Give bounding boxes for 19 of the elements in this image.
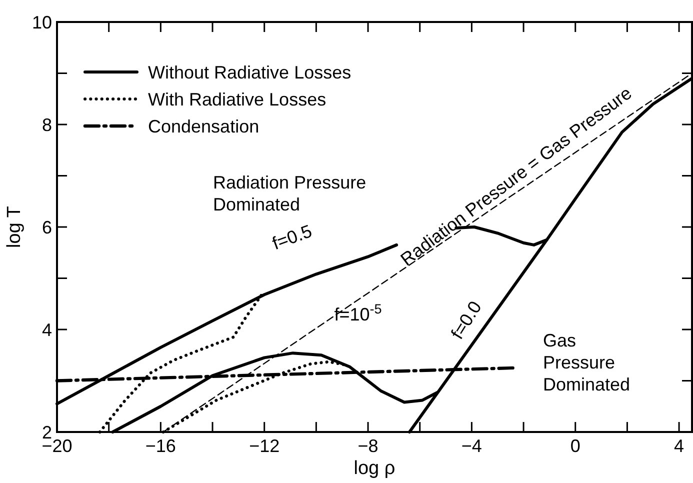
legend-label: Condensation <box>148 116 260 136</box>
annotation: Gas Pressure Dominated <box>543 330 630 394</box>
y-axis-title: log T <box>4 206 25 248</box>
y-tick-label: 2 <box>42 422 52 442</box>
annotation: f=10$^{-5}$ <box>334 300 382 324</box>
x-tick-label: 4 <box>674 436 684 456</box>
legend-label: With Radiative Losses <box>148 89 326 110</box>
x-tick-label: 0 <box>570 436 580 456</box>
y-tick-label: 4 <box>42 320 52 340</box>
y-tick-label: 8 <box>42 114 52 135</box>
x-tick-label: −16 <box>145 436 176 456</box>
legend-label: Without Radiative Losses <box>148 62 352 82</box>
x-tick-label: −12 <box>249 436 280 456</box>
annotation: f=0.5 <box>270 220 315 254</box>
x-tick-label: −4 <box>461 436 482 456</box>
x-axis-title: log ρ <box>354 458 396 479</box>
x-tick-label: −8 <box>358 436 378 456</box>
y-tick-label: 6 <box>42 217 52 238</box>
y-tick-label: 10 <box>32 12 52 32</box>
